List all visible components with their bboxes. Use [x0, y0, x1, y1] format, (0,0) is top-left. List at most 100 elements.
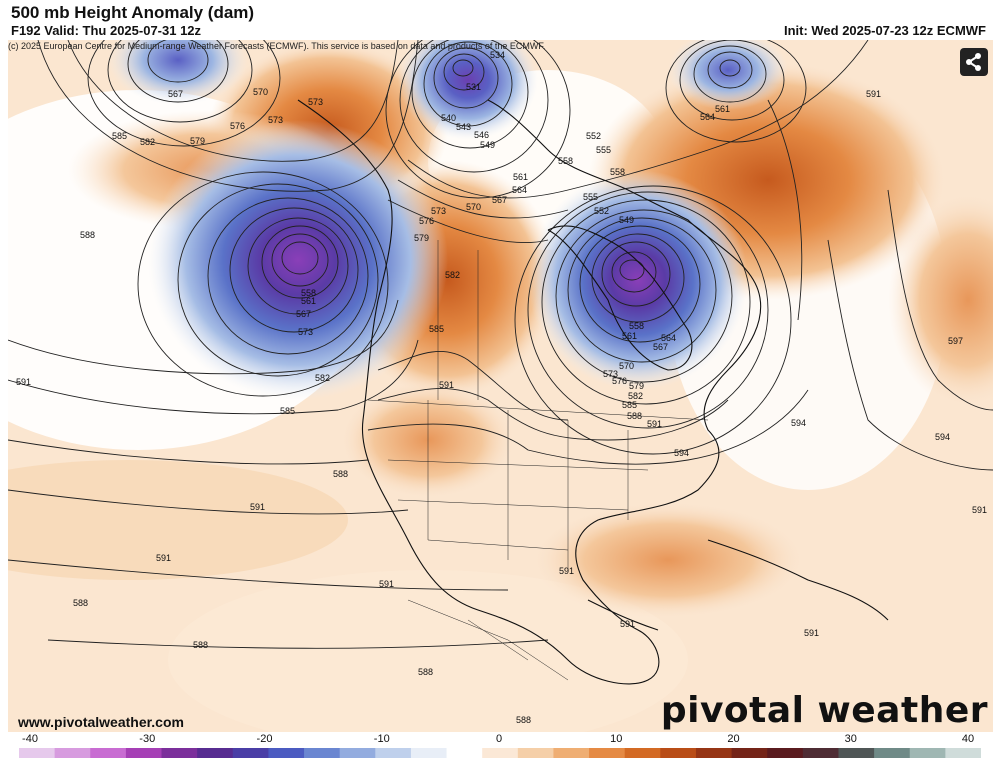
contour-579-ontario: 579: [629, 381, 644, 391]
contour-576-canada: 576: [419, 216, 434, 226]
colorbar-swatch: [482, 748, 519, 758]
contour-564-ontario: 564: [661, 333, 676, 343]
contour-591-pacific: 591: [250, 502, 265, 512]
contour-561-ontario: 561: [622, 331, 637, 341]
colorbar-swatch: [802, 748, 839, 758]
colorbar-swatch: [731, 748, 768, 758]
contour-591-caribbean: 591: [620, 619, 635, 629]
contours-flow: [367, 40, 993, 471]
contour-564-greenland: 564: [700, 112, 715, 122]
contour-591-baja: 591: [379, 579, 394, 589]
colorbar-swatch: [945, 748, 981, 758]
contour-555-quebec: 555: [583, 192, 598, 202]
contour-588-s2: 588: [193, 640, 208, 650]
contour-573-alaska: 573: [268, 115, 283, 125]
colorbar-tick-label: 10: [610, 733, 623, 745]
contour-591-atlantic-e: 591: [972, 505, 987, 515]
contour-570-nw: 570: [253, 87, 268, 97]
contour-558-hudson: 558: [558, 156, 573, 166]
contour-546-arctic: 546: [474, 130, 489, 140]
colorbar-swatch: [695, 748, 733, 758]
share-button[interactable]: [960, 48, 988, 76]
colorbar-tick-label: 20: [727, 733, 740, 745]
init-time: Init: Wed 2025-07-23 12z ECMWF: [783, 23, 986, 38]
anomaly-map[interactable]: 567 570 573 573 576 579 582 585 588 591 …: [8, 40, 993, 732]
contour-588-newengland: 588: [627, 411, 642, 421]
colorbar-swatch: [339, 748, 376, 758]
colorbar-swatch: [375, 748, 412, 758]
colorbar-swatch: [874, 748, 911, 758]
contour-588-bottom: 588: [516, 715, 531, 725]
contour-573-canada: 573: [431, 206, 446, 216]
contour-531-arctic: 531: [466, 82, 481, 92]
colorbar-swatch: [268, 748, 305, 758]
contour-591-newengland: 591: [647, 419, 662, 429]
contour-591-atlantic-s: 591: [804, 628, 819, 638]
contour-597-atlantic: 597: [948, 336, 963, 346]
contour-567-nw: 567: [168, 89, 183, 99]
colorbar-tick-label: -40: [22, 733, 38, 745]
contour-543-arctic: 543: [456, 122, 471, 132]
colorbar-tick-label: -20: [256, 733, 273, 745]
contour-558-ontario: 558: [629, 321, 644, 331]
contour-570-ontario: 570: [619, 361, 634, 371]
contour-552-quebec: 552: [594, 206, 609, 216]
contour-561-low: 561: [301, 296, 316, 306]
contour-570-canada: 570: [466, 202, 481, 212]
share-icon: [966, 53, 981, 71]
contour-582-canada: 582: [445, 270, 460, 280]
coastlines: [297, 99, 889, 685]
colorbar-swatch: [838, 748, 875, 758]
contour-561-canada: 561: [513, 172, 528, 182]
colorbar-tick-label: -30: [139, 733, 156, 745]
contour-582-nw: 582: [140, 137, 155, 147]
contour-591-sw: 591: [156, 553, 171, 563]
contour-573-low: 573: [298, 327, 313, 337]
contour-561-greenland: 561: [715, 104, 730, 114]
contour-labels: 567 570 573 573 576 579 582 585 588 591 …: [16, 50, 987, 725]
contour-576-nw: 576: [230, 121, 245, 131]
map-canvas: 567 570 573 573 576 579 582 585 588 591 …: [8, 40, 993, 732]
contour-585-ontario: 585: [622, 400, 637, 410]
colorbar-swatch: [232, 748, 269, 758]
contour-588-south: 588: [73, 598, 88, 608]
contour-558-low: 558: [301, 288, 316, 298]
colorbar-swatch: [517, 748, 554, 758]
contour-585-nw: 585: [112, 131, 127, 141]
colorbar-swatch: [909, 748, 946, 758]
contours-pacific-low: [8, 171, 549, 649]
contour-591-plains: 591: [439, 380, 454, 390]
contour-549-arctic: 549: [480, 140, 495, 150]
copyright-notice: (c) 2025 European Centre for Medium-rang…: [8, 41, 546, 51]
colorbar-swatch: [197, 748, 234, 758]
contour-594-atlantic: 594: [674, 448, 689, 458]
colorbar: [19, 748, 981, 758]
contour-540-arctic: 540: [441, 113, 456, 123]
contour-567-canada: 567: [492, 195, 507, 205]
contours-hudson-low: [514, 185, 792, 455]
contour-585-canada: 585: [429, 324, 444, 334]
contour-588-pacific: 588: [333, 469, 348, 479]
contour-594-east: 594: [791, 418, 806, 428]
contour-564-canada: 564: [512, 185, 527, 195]
colorbar-swatch: [446, 748, 483, 758]
contours-arctic-low: [385, 40, 571, 199]
political-borders: [367, 240, 709, 681]
colorbar-tick-label: 0: [495, 733, 503, 745]
contour-576-ontario: 576: [612, 376, 627, 386]
contour-588-west: 588: [80, 230, 95, 240]
colorbar-swatch: [660, 748, 697, 758]
colorbar-swatch: [304, 748, 341, 758]
contour-549-quebec: 549: [619, 215, 634, 225]
colorbar-tick-label: 30: [844, 733, 857, 745]
colorbar-swatch: [767, 748, 804, 758]
contour-552-hudson: 552: [586, 131, 601, 141]
low-anomaly-bering: [108, 40, 248, 105]
website-url[interactable]: www.pivotalweather.com: [18, 714, 184, 730]
colorbar-swatch: [19, 748, 56, 758]
colorbar-tick-label: 40: [961, 733, 975, 745]
colorbar-swatch: [54, 748, 91, 758]
contour-582-pacific: 582: [315, 373, 330, 383]
contour-591-atlantic-ne: 591: [866, 89, 881, 99]
colorbar-ticks: -40 -30 -20 -10 0 10 20 30 40: [0, 733, 1000, 747]
